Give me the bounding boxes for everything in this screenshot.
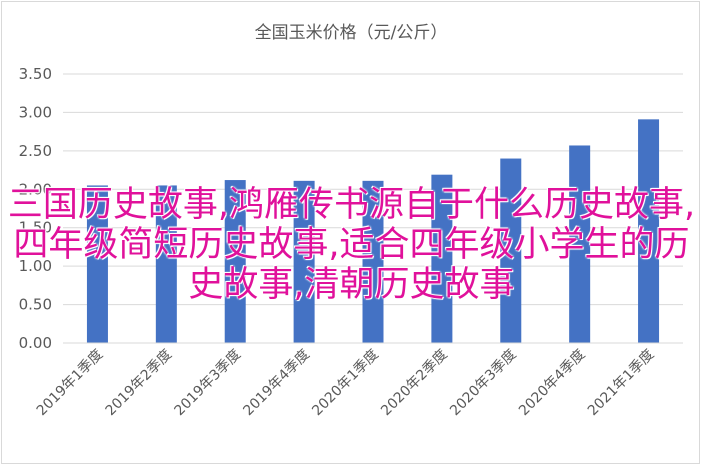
y-tick-label: 0.50 bbox=[19, 296, 52, 314]
y-axis-ticks: 0.00 0.50 1.00 1.50 2.00 2.50 3.00 3.50 bbox=[19, 65, 52, 352]
bar bbox=[86, 185, 108, 343]
y-tick-label: 3.50 bbox=[19, 65, 52, 83]
x-tick-label: 2019年4季度 bbox=[240, 347, 313, 420]
y-tick-label: 2.50 bbox=[19, 142, 52, 160]
x-axis-labels: 2019年1季度2019年2季度2019年3季度2019年4季度2020年1季度… bbox=[34, 347, 658, 420]
x-tick-label: 2020年1季度 bbox=[309, 347, 382, 420]
bar bbox=[224, 180, 246, 343]
overlay-caption: 三国历史故事,鸿雁传书源自于什么历史故事,四年级简短历史故事,适合四年级小学生的… bbox=[7, 185, 696, 305]
x-tick-label: 2020年4季度 bbox=[516, 347, 589, 420]
bar bbox=[293, 180, 315, 343]
bar bbox=[569, 145, 591, 343]
y-tick-label: 3.00 bbox=[19, 103, 52, 121]
bars bbox=[86, 119, 660, 344]
y-tick-label: 1.00 bbox=[19, 257, 52, 275]
bar bbox=[638, 119, 660, 344]
x-tick-label: 2020年2季度 bbox=[378, 347, 451, 420]
x-tick-label: 2019年1季度 bbox=[34, 347, 107, 420]
bar bbox=[500, 158, 522, 343]
bar bbox=[362, 180, 384, 343]
x-tick-label: 2021年1季度 bbox=[585, 347, 658, 420]
bar bbox=[431, 174, 453, 343]
chart-title: 全国玉米价格（元/公斤） bbox=[255, 23, 448, 43]
y-tick-label: 1.50 bbox=[19, 219, 52, 237]
x-tick-label: 2019年2季度 bbox=[103, 347, 176, 420]
x-tick-label: 2020年3季度 bbox=[447, 347, 520, 420]
x-tick-label: 2019年3季度 bbox=[172, 347, 245, 420]
y-tick-label: 2.00 bbox=[19, 180, 52, 198]
y-tick-label: 0.00 bbox=[19, 334, 52, 352]
bar bbox=[155, 185, 177, 343]
